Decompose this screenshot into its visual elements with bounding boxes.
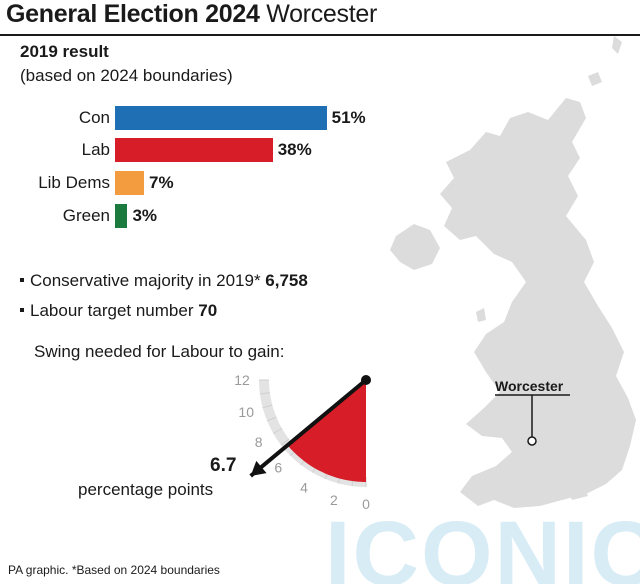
bullet-icon xyxy=(20,307,24,312)
gauge-pointer xyxy=(249,378,368,478)
gauge-tick xyxy=(259,392,270,395)
bar-green xyxy=(115,204,128,228)
bar-row-libdem: Lib Dems xyxy=(0,171,110,195)
isle-of-wight-shape xyxy=(568,486,588,500)
bar-label: Green xyxy=(62,206,110,225)
majority-value: 6,758 xyxy=(265,271,308,290)
title-constituency: Worcester xyxy=(266,0,377,28)
bar-con xyxy=(115,106,327,130)
title-divider xyxy=(0,34,640,36)
worcester-marker xyxy=(495,394,570,446)
bar-lab xyxy=(115,138,273,162)
swing-unit: percentage points xyxy=(78,480,214,499)
swing-heading: Swing needed for Labour to gain: xyxy=(34,342,285,361)
target-fact: Labour target number 70 xyxy=(20,301,217,321)
title-election: General Election 2024 xyxy=(6,0,260,28)
gauge-tick-label: 6 xyxy=(274,460,282,476)
footer-note: PA graphic. *Based on 2024 boundaries xyxy=(8,563,220,577)
orkney-shape xyxy=(588,72,602,86)
bar-row-green: Green xyxy=(0,204,110,228)
bar-value-label: 38% xyxy=(277,140,312,159)
gauge-tick-label: 10 xyxy=(238,404,254,420)
bar-row-con: Con xyxy=(0,106,110,130)
map-location-label: Worcester xyxy=(495,378,564,394)
gauge-tick xyxy=(273,428,283,434)
majority-label: Conservative majority in 2019* xyxy=(30,271,261,290)
pointer-arrow-icon xyxy=(250,460,267,476)
gauge-tick-label: 2 xyxy=(330,492,338,508)
target-label: Labour target number xyxy=(30,301,194,320)
bullet-icon xyxy=(20,277,24,282)
target-value: 70 xyxy=(198,301,218,320)
uk-map xyxy=(390,36,636,508)
result-heading: 2019 result xyxy=(20,42,109,61)
bar-label: Lib Dems xyxy=(38,173,110,192)
result-subheading: (based on 2024 boundaries) xyxy=(20,66,233,85)
bar-label: Con xyxy=(78,108,110,127)
gauge-tick-label: 4 xyxy=(300,479,308,495)
bar-label: Lab xyxy=(81,140,110,159)
bar-value-label: 7% xyxy=(149,173,174,192)
page-title: General Election 2024 Worcester xyxy=(6,0,377,29)
northern-ireland-shape xyxy=(390,224,440,270)
gauge-tick xyxy=(280,438,290,446)
gauge-tick-label: 12 xyxy=(234,372,250,388)
gauge-tick xyxy=(266,416,277,422)
gauge-tick-label: 0 xyxy=(362,496,370,512)
bar-value-label: 51% xyxy=(331,108,366,127)
gauge-tick-label: 8 xyxy=(255,434,263,450)
great-britain-shape xyxy=(440,98,636,508)
gauge-pivot xyxy=(361,375,371,385)
isle-of-man-shape xyxy=(476,308,486,322)
gauge-tick xyxy=(262,404,273,409)
gauge-fill xyxy=(287,380,366,482)
shetland-shape xyxy=(612,36,622,54)
bar-row-lab: Lab xyxy=(0,138,110,162)
watermark: ICONIC xyxy=(325,503,640,584)
majority-fact: Conservative majority in 2019* 6,758 xyxy=(20,271,308,291)
bar-value-label: 3% xyxy=(132,206,158,225)
bar-libdem xyxy=(115,171,145,195)
location-dot-icon xyxy=(527,436,537,446)
swing-value: 6.7 xyxy=(210,455,237,476)
